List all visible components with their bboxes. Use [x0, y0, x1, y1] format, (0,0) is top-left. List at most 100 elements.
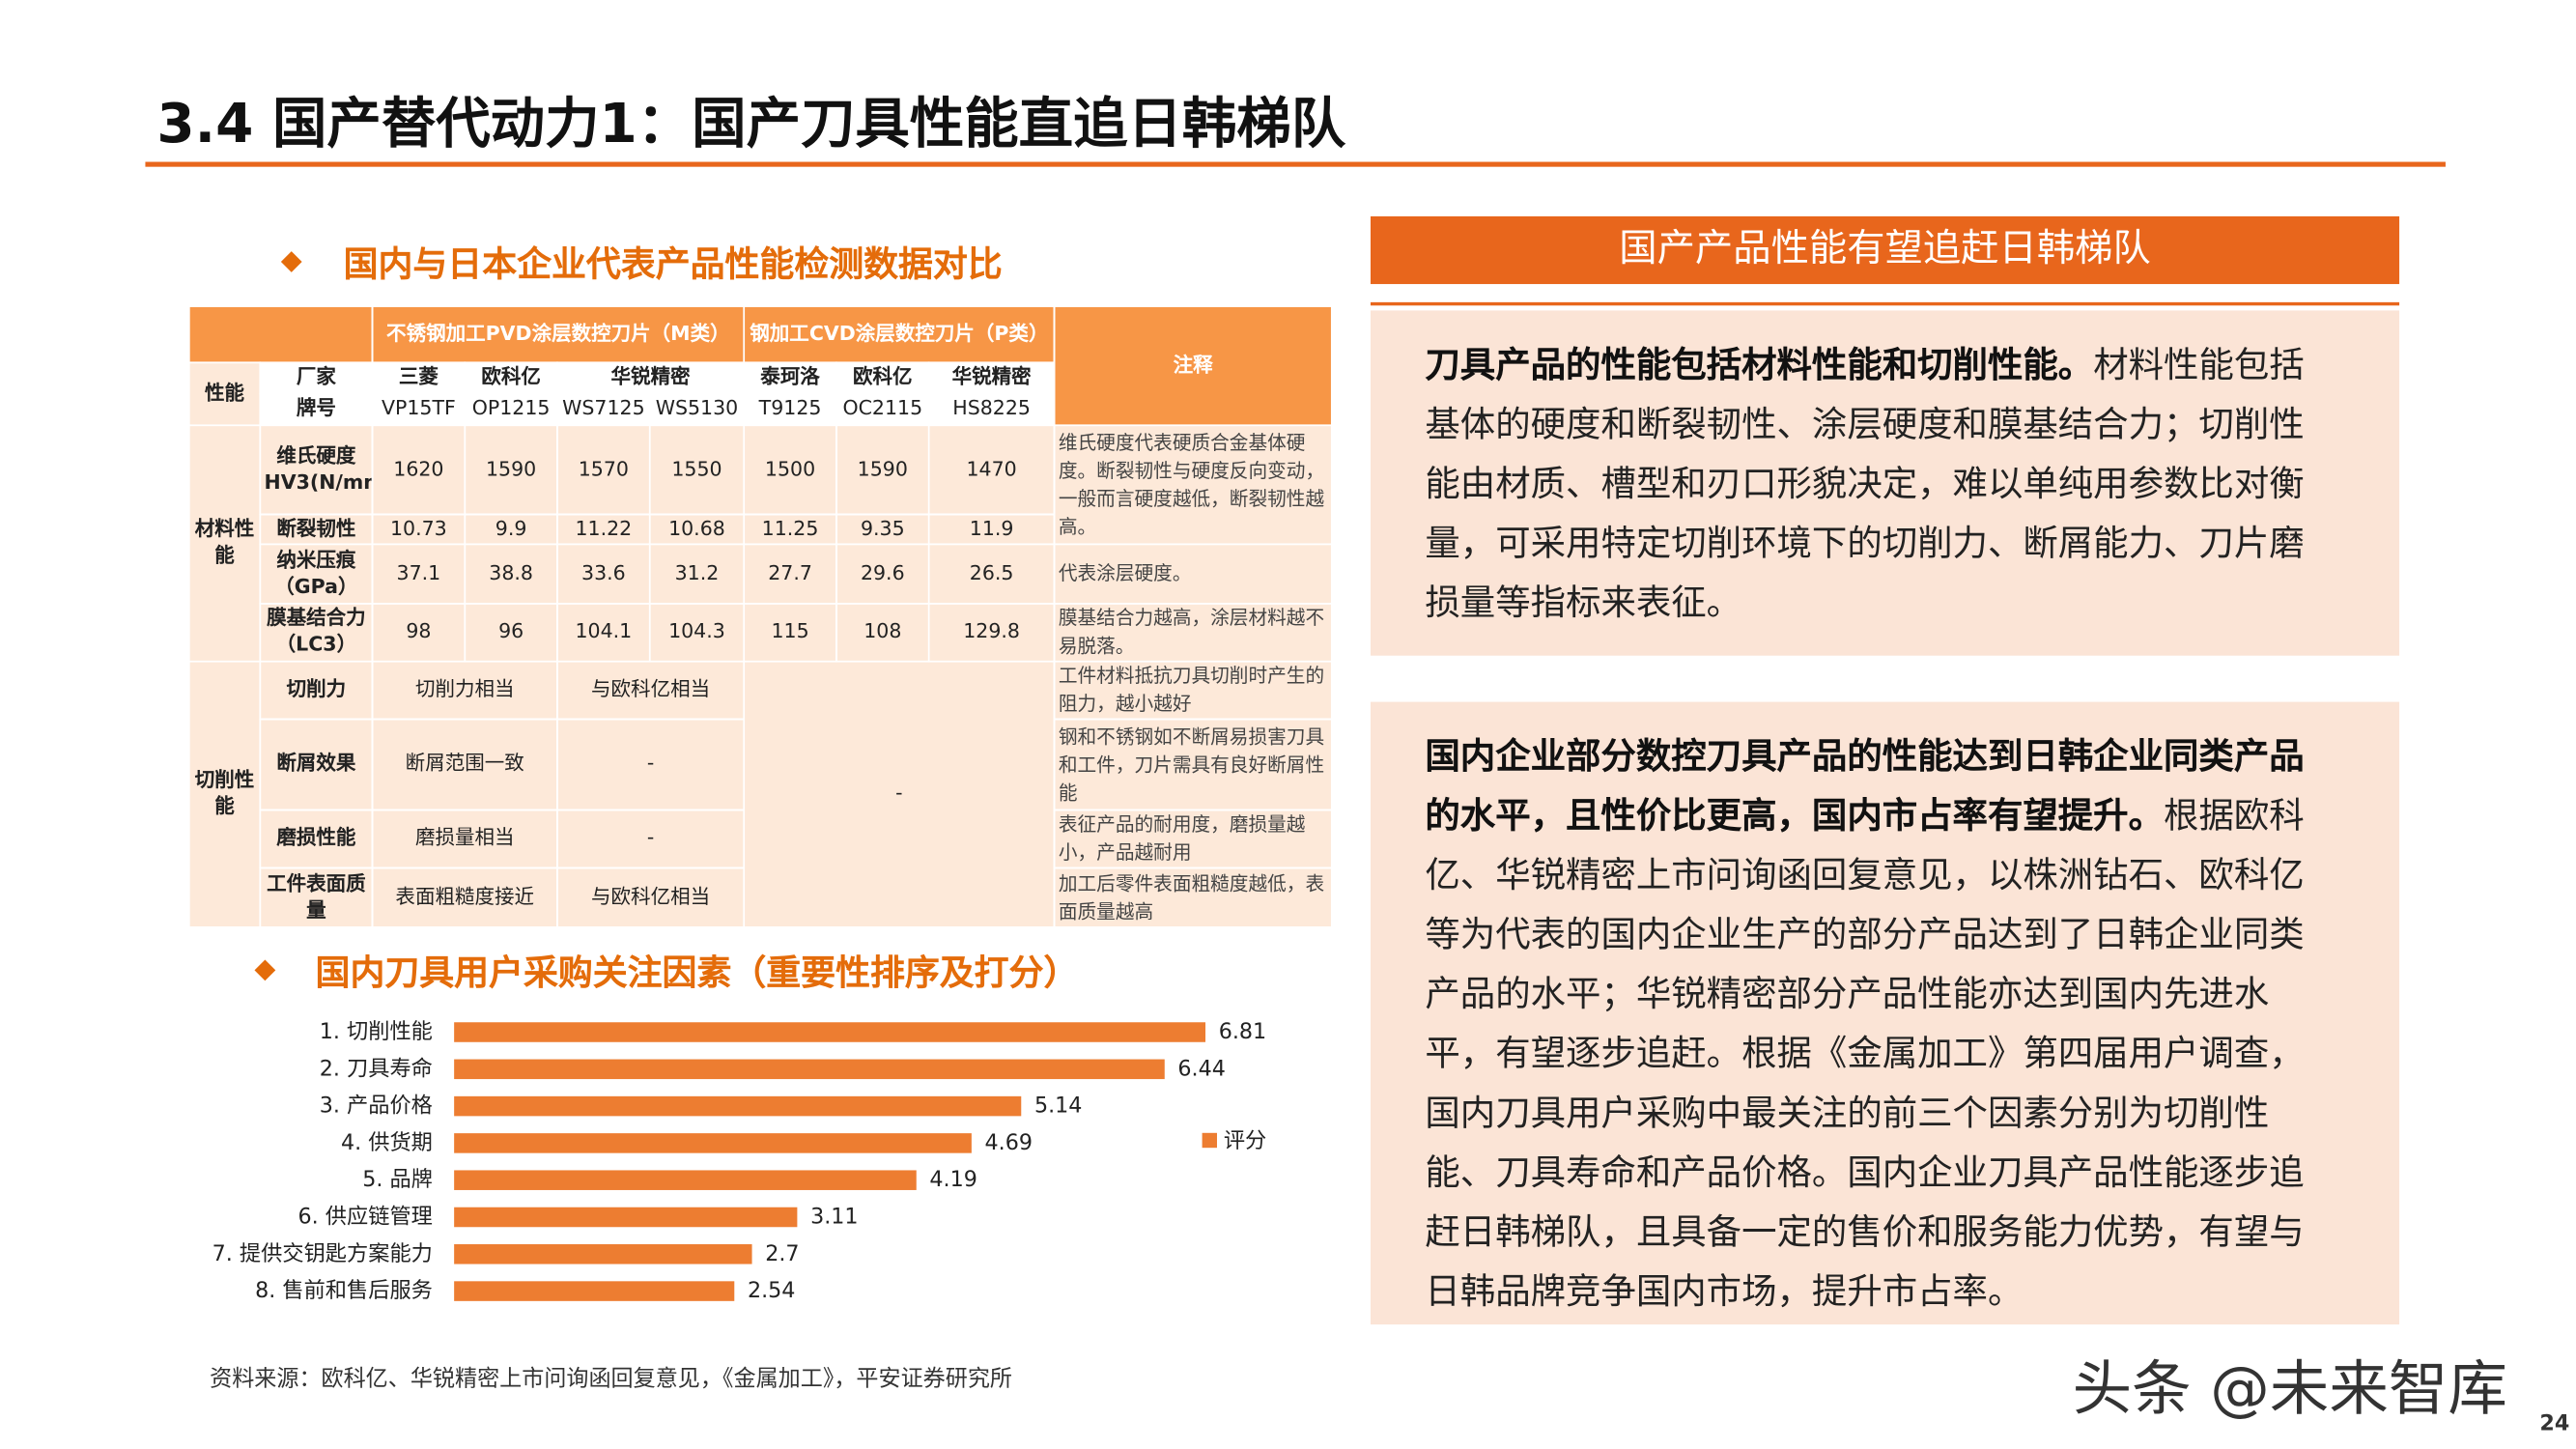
- table-cell: 1590: [464, 424, 558, 516]
- table-cell: 断屑效果: [259, 718, 374, 811]
- table-cell: 1470: [927, 424, 1056, 516]
- table-row: 材料性能维氏硬度HV3(N/mm2)1620159015701550150015…: [187, 424, 1333, 663]
- table-cell: 泰珂洛: [743, 361, 837, 395]
- table-cell: 钢加工CVD涂层数控刀片（P类）: [743, 305, 1056, 364]
- table-row: 切削性能 切削力 切削力相当 与欧科亿相当 - 工件材料抵抗刀具切削时产生的阻力，越小越好: [187, 660, 1333, 928]
- table-row: 不锈钢加工PVD涂层数控刀片（M类） 钢加工CVD涂层数控刀片（P类） 注释: [187, 305, 1333, 427]
- table-cell: VP15TF: [371, 392, 467, 427]
- watermark: 头条 @未来智库: [2072, 1355, 2507, 1424]
- table-cell: 华锐精密: [927, 361, 1056, 395]
- body-text: 材料性能包括基体的硬度和断裂韧性、涂层硬度和膜基结合力；切削性能由材质、槽型和刃…: [1425, 345, 2305, 625]
- table-cell: 磨损性能: [259, 809, 374, 869]
- table-cell: 与欧科亿相当: [556, 660, 746, 721]
- table-cell: 材料性能: [187, 424, 262, 663]
- table-cell: 加工后零件表面粗糙度越低，表面质量越高: [1053, 867, 1333, 928]
- bar: [454, 1133, 972, 1153]
- value-label: 6.44: [1177, 1056, 1225, 1081]
- legend-swatch: [1202, 1132, 1217, 1149]
- table-cell: 10.73: [371, 513, 467, 546]
- category-label: 3. 产品价格: [320, 1094, 433, 1119]
- table-cell: 38.8: [464, 543, 558, 605]
- table-row: 工件表面质量 表面粗糙度接近 与欧科亿相当 加工后零件表面粗糙度越低，表面质量越高: [189, 867, 1333, 928]
- table-cell: 11.22: [556, 513, 651, 546]
- table-cell: 欧科亿: [464, 361, 558, 395]
- table-row: 牌号 VP15TF OP1215 WS7125 WS5130 T9125 OC2115 HS8…: [189, 392, 1332, 427]
- category-label: 8. 售前和售后服务: [255, 1278, 433, 1303]
- bold-text: 刀具产品的性能包括材料性能和切削性能。: [1425, 345, 2094, 387]
- table-cell: HS8225: [927, 392, 1056, 427]
- table-cell: 牌号: [259, 392, 374, 427]
- table-cell: -: [556, 718, 746, 811]
- bar: [454, 1281, 735, 1301]
- table-cell: 断裂韧性: [259, 513, 374, 546]
- table-cell: 表面粗糙度接近: [371, 867, 558, 928]
- category-label: 1. 切削性能: [320, 1019, 433, 1044]
- table-cell: 26.5: [927, 543, 1056, 605]
- body-text: 根据欧科亿、华锐精密上市问询函回复意见，以株洲钻石、欧科亿等为代表的国内企业生产…: [1425, 796, 2305, 1314]
- table-cell: 1550: [648, 424, 746, 516]
- category-label: 4. 供货期: [341, 1130, 433, 1155]
- table-cell: 1500: [743, 424, 837, 516]
- table-cell: 注释: [1053, 305, 1333, 427]
- value-label: 4.19: [929, 1167, 977, 1192]
- table-cell: 工件表面质量: [259, 867, 374, 928]
- bar: [454, 1207, 798, 1228]
- table-cell: 切削力相当: [371, 660, 558, 721]
- value-label: 2.7: [765, 1241, 799, 1266]
- bar: [454, 1170, 917, 1190]
- table-cell: -: [743, 660, 1056, 928]
- table-cell: 性能: [187, 361, 262, 427]
- source-note: 资料来源：欧科亿、华锐精密上市问询函回复意见，《金属加工》，平安证券研究所: [210, 1365, 1012, 1393]
- category-label: 2. 刀具寿命: [320, 1056, 433, 1081]
- table-cell: 104.3: [648, 603, 746, 663]
- table-cell: 1620: [371, 424, 467, 516]
- table-cell: 华锐精密: [556, 361, 746, 395]
- table-cell: 104.1: [556, 603, 651, 663]
- table-cell: 磨损量相当: [371, 809, 558, 869]
- category-label: 7. 提供交钥匙方案能力: [212, 1241, 433, 1266]
- panel-rule: [1370, 301, 2400, 305]
- table-cell: 厂家: [259, 361, 374, 395]
- table-row: 性能 厂家 三菱 欧科亿 华锐精密 泰珂洛 欧科亿 华锐精密: [187, 361, 1332, 427]
- text-box: 刀具产品的性能包括材料性能和切削性能。材料性能包括基体的硬度和断裂韧性、涂层硬度…: [1370, 310, 2400, 656]
- value-label: 6.81: [1219, 1019, 1266, 1044]
- table-cell: 96: [464, 603, 558, 663]
- table-cell: 切削力: [259, 660, 374, 721]
- table-cell: 表征产品的耐用度，磨损量越小，产品越耐用: [1053, 809, 1333, 869]
- slide-title: 3.4 国产替代动力1：国产刀具性能直追日韩梯队: [156, 91, 1346, 156]
- category-label: 5. 品牌: [362, 1167, 433, 1192]
- table-cell: OC2115: [835, 392, 930, 427]
- table-cell: 维氏硬度HV3(N/mm2): [259, 424, 374, 516]
- value-label: 5.14: [1034, 1094, 1082, 1119]
- table-cell: 115: [743, 603, 837, 663]
- table-cell: 工件材料抵抗刀具切削时产生的阻力，越小越好: [1053, 660, 1333, 721]
- legend-label: 评分: [1224, 1128, 1266, 1153]
- value-label: 3.11: [810, 1204, 858, 1229]
- table-cell: 33.6: [556, 543, 651, 605]
- category-label: 6. 供应链管理: [298, 1204, 433, 1229]
- table-cell: 三菱: [371, 361, 467, 395]
- table-row: 膜基结合力（LC3） 98 96 104.1 104.3 115 108 129.8 膜基结合力…: [189, 603, 1333, 663]
- table-cell: 膜基结合力越高，涂层材料越不易脱落。: [1053, 603, 1333, 663]
- table-cell: -: [556, 809, 746, 869]
- table-cell: 29.6: [835, 543, 930, 605]
- table-cell: 断屑范围一致: [371, 718, 558, 811]
- table-cell: 与欧科亿相当: [556, 867, 746, 928]
- bar: [454, 1244, 752, 1264]
- panel-title: 国产产品性能有望追赶日韩梯队: [1370, 215, 2400, 285]
- page-number: 24: [2539, 1411, 2570, 1437]
- chart-title: 国内刀具用户采购关注因素（重要性排序及打分）: [315, 952, 1079, 993]
- table-cell: OP1215: [464, 392, 558, 427]
- table-cell: 膜基结合力（LC3）: [259, 603, 374, 663]
- table-cell: 欧科亿: [835, 361, 930, 395]
- value-label: 4.69: [985, 1130, 1033, 1155]
- table-cell: 31.2: [648, 543, 746, 605]
- table-row: 磨损性能 磨损量相当 - 表征产品的耐用度，磨损量越小，产品越耐用: [189, 809, 1333, 869]
- bar: [454, 1022, 1206, 1042]
- text-box: 国内企业部分数控刀具产品的性能达到日韩企业同类产品的水平，且性价比更高，国内市占…: [1370, 701, 2400, 1325]
- bold-text: 国内企业部分数控刀具产品的性能达到日韩企业同类产品的水平，且性价比更高，国内市占…: [1425, 736, 2305, 838]
- table-cell: 9.35: [835, 513, 930, 546]
